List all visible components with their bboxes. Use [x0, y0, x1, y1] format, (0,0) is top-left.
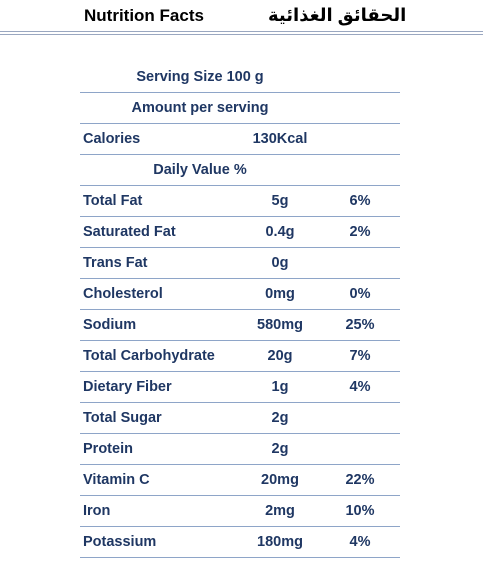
nutrient-amount: 1g	[271, 379, 289, 395]
nutrient-row: Total Fat 5g 6%	[80, 186, 400, 217]
nutrient-row: Total Carbohydrate 20g 7%	[80, 341, 400, 372]
nutrient-daily-value: 22%	[345, 472, 375, 488]
nutrient-row: Vitamin C 20mg 22%	[80, 465, 400, 496]
nutrient-amount: 20g	[267, 348, 293, 364]
nutrient-daily-value: 6%	[349, 193, 371, 209]
nutrient-amount: 0g	[271, 255, 289, 271]
nutrient-daily-value: 10%	[345, 503, 375, 519]
nutrient-amount: 2g	[271, 441, 289, 457]
nutrient-row: Total Sugar 2g	[80, 403, 400, 434]
calories-row: Calories 130Kcal	[80, 124, 400, 155]
nutrient-name: Potassium	[83, 534, 157, 550]
nutrient-daily-value: 2%	[349, 224, 371, 240]
nutrient-row: Saturated Fat 0.4g 2%	[80, 217, 400, 248]
serving-size-label: Serving Size 100 g	[136, 69, 264, 85]
page-title: Nutrition Facts	[84, 6, 204, 25]
nutrient-name: Protein	[83, 441, 133, 457]
nutrient-name: Cholesterol	[83, 286, 163, 302]
nutrition-table: Serving Size 100 g Amount per serving Ca…	[80, 62, 400, 558]
calories-label: Calories	[83, 131, 141, 147]
nutrient-name: Iron	[83, 503, 111, 519]
page-title-arabic: الحقائق الغذائية	[268, 5, 407, 25]
nutrient-row: Potassium 180mg 4%	[80, 527, 400, 558]
nutrient-name: Trans Fat	[83, 255, 148, 271]
amount-per-serving-row: Amount per serving	[80, 93, 400, 124]
nutrient-amount: 580mg	[257, 317, 303, 333]
nutrient-daily-value: 7%	[349, 348, 371, 364]
nutrient-row: Dietary Fiber 1g 4%	[80, 372, 400, 403]
nutrient-name: Vitamin C	[83, 472, 150, 488]
nutrient-name: Sodium	[83, 317, 137, 333]
nutrient-name: Total Fat	[83, 193, 143, 209]
nutrient-amount: 0mg	[265, 286, 295, 302]
nutrient-daily-value: 0%	[349, 286, 371, 302]
calories-value: 130Kcal	[252, 131, 308, 147]
nutrient-name: Dietary Fiber	[83, 379, 172, 395]
nutrient-daily-value: 4%	[349, 379, 371, 395]
nutrient-name: Saturated Fat	[83, 224, 176, 240]
nutrient-amount: 2mg	[265, 503, 295, 519]
nutrient-name: Total Carbohydrate	[83, 348, 215, 364]
nutrient-amount: 2g	[271, 410, 289, 426]
serving-size-row: Serving Size 100 g	[80, 62, 400, 93]
nutrient-row: Trans Fat 0g	[80, 248, 400, 279]
nutrient-amount: 0.4g	[265, 224, 295, 240]
nutrient-daily-value: 4%	[349, 534, 371, 550]
nutrient-row: Protein 2g	[80, 434, 400, 465]
header: Nutrition Facts الحقائق الغذائية	[0, 0, 483, 36]
daily-value-label: Daily Value %	[153, 162, 247, 178]
nutrient-row: Sodium 580mg 25%	[80, 310, 400, 341]
header-divider-secondary	[0, 34, 483, 35]
nutrient-daily-value: 25%	[345, 317, 375, 333]
nutrient-amount: 20mg	[261, 472, 299, 488]
nutrient-amount: 5g	[271, 193, 289, 209]
amount-per-serving-label: Amount per serving	[131, 100, 269, 116]
daily-value-header-row: Daily Value %	[80, 155, 400, 186]
header-divider	[0, 31, 483, 32]
nutrient-row: Iron 2mg 10%	[80, 496, 400, 527]
nutrient-amount: 180mg	[257, 534, 303, 550]
nutrient-name: Total Sugar	[83, 410, 162, 426]
nutrient-row: Cholesterol 0mg 0%	[80, 279, 400, 310]
